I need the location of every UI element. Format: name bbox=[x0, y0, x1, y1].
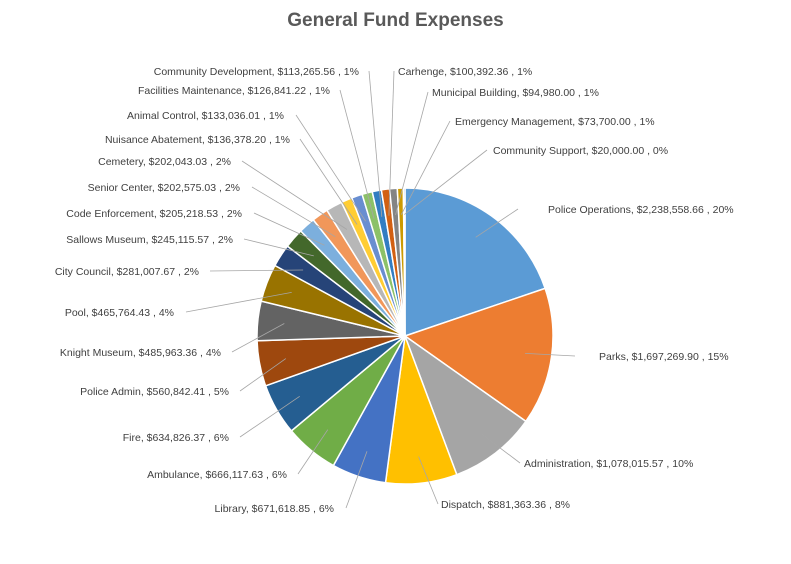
leader-line bbox=[239, 395, 300, 438]
leader-line bbox=[404, 149, 488, 215]
data-label: Fire, $634,826.37 , 6% bbox=[123, 432, 229, 444]
data-label: Carhenge, $100,392.36 , 1% bbox=[398, 66, 532, 78]
data-label: Community Development, $113,265.56 , 1% bbox=[154, 66, 359, 78]
pie-slice-police-operations bbox=[404, 187, 547, 338]
pie-slices bbox=[256, 187, 554, 485]
leader-line bbox=[295, 114, 366, 222]
data-label: Police Admin, $560,842.41 , 5% bbox=[80, 386, 229, 398]
data-label: Sallows Museum, $245,115.57 , 2% bbox=[66, 234, 233, 246]
leader-lines bbox=[185, 70, 576, 509]
data-label: Cemetery, $202,043.03 , 2% bbox=[98, 156, 231, 168]
leader-line bbox=[243, 238, 314, 257]
data-label: Police Operations, $2,238,558.66 , 20% bbox=[548, 204, 734, 216]
pie-slice-administration bbox=[403, 333, 527, 476]
data-label: Nuisance Abatement, $136,378.20 , 1% bbox=[105, 134, 290, 146]
leader-line bbox=[345, 451, 368, 509]
pie-slice-community-support bbox=[402, 187, 406, 337]
leader-line bbox=[388, 70, 395, 216]
data-label: Ambulance, $666,117.63 , 6% bbox=[147, 469, 287, 481]
leader-line bbox=[241, 160, 348, 230]
data-label: Code Enforcement, $205,218.53 , 2% bbox=[66, 208, 242, 220]
pie-slice-parks bbox=[403, 287, 554, 423]
data-label: Parks, $1,697,269.90 , 15% bbox=[599, 351, 729, 363]
leader-line bbox=[400, 120, 451, 215]
leader-line bbox=[339, 89, 375, 219]
leader-line bbox=[297, 429, 329, 475]
data-labels: Police Operations, $2,238,558.66 , 20% Pa… bbox=[55, 66, 734, 515]
data-label: Emergency Management, $73,700.00 , 1% bbox=[455, 116, 655, 128]
leader-line bbox=[418, 456, 439, 505]
data-label: Dispatch, $881,363.36 , 8% bbox=[441, 499, 570, 511]
leader-line bbox=[231, 323, 285, 353]
data-label: Community Support, $20,000.00 , 0% bbox=[493, 145, 668, 157]
data-label: Municipal Building, $94,980.00 , 1% bbox=[432, 87, 599, 99]
data-label: Knight Museum, $485,963.36 , 4% bbox=[60, 347, 221, 359]
chart-title: General Fund Expenses bbox=[287, 10, 504, 31]
leader-line bbox=[478, 431, 521, 464]
leader-line bbox=[209, 269, 304, 272]
data-label: Animal Control, $133,036.01 , 1% bbox=[127, 110, 284, 122]
leader-line bbox=[185, 292, 292, 313]
data-label: Administration, $1,078,015.57 , 10% bbox=[524, 458, 693, 470]
leader-line bbox=[253, 212, 325, 246]
data-label: Senior Center, $202,575.03 , 2% bbox=[88, 182, 240, 194]
data-label: Library, $671,618.85 , 6% bbox=[215, 503, 334, 515]
leader-line bbox=[299, 138, 358, 225]
data-label: City Council, $281,007.67 , 2% bbox=[55, 266, 199, 278]
data-label: Pool, $465,764.43 , 4% bbox=[65, 307, 174, 319]
leader-line bbox=[475, 208, 519, 238]
leader-line bbox=[251, 186, 336, 238]
leader-line bbox=[368, 70, 383, 217]
leader-line bbox=[395, 91, 429, 216]
leader-line bbox=[525, 353, 576, 357]
leader-line bbox=[239, 358, 287, 392]
data-label: Facilities Maintenance, $126,841.22 , 1% bbox=[138, 85, 330, 97]
